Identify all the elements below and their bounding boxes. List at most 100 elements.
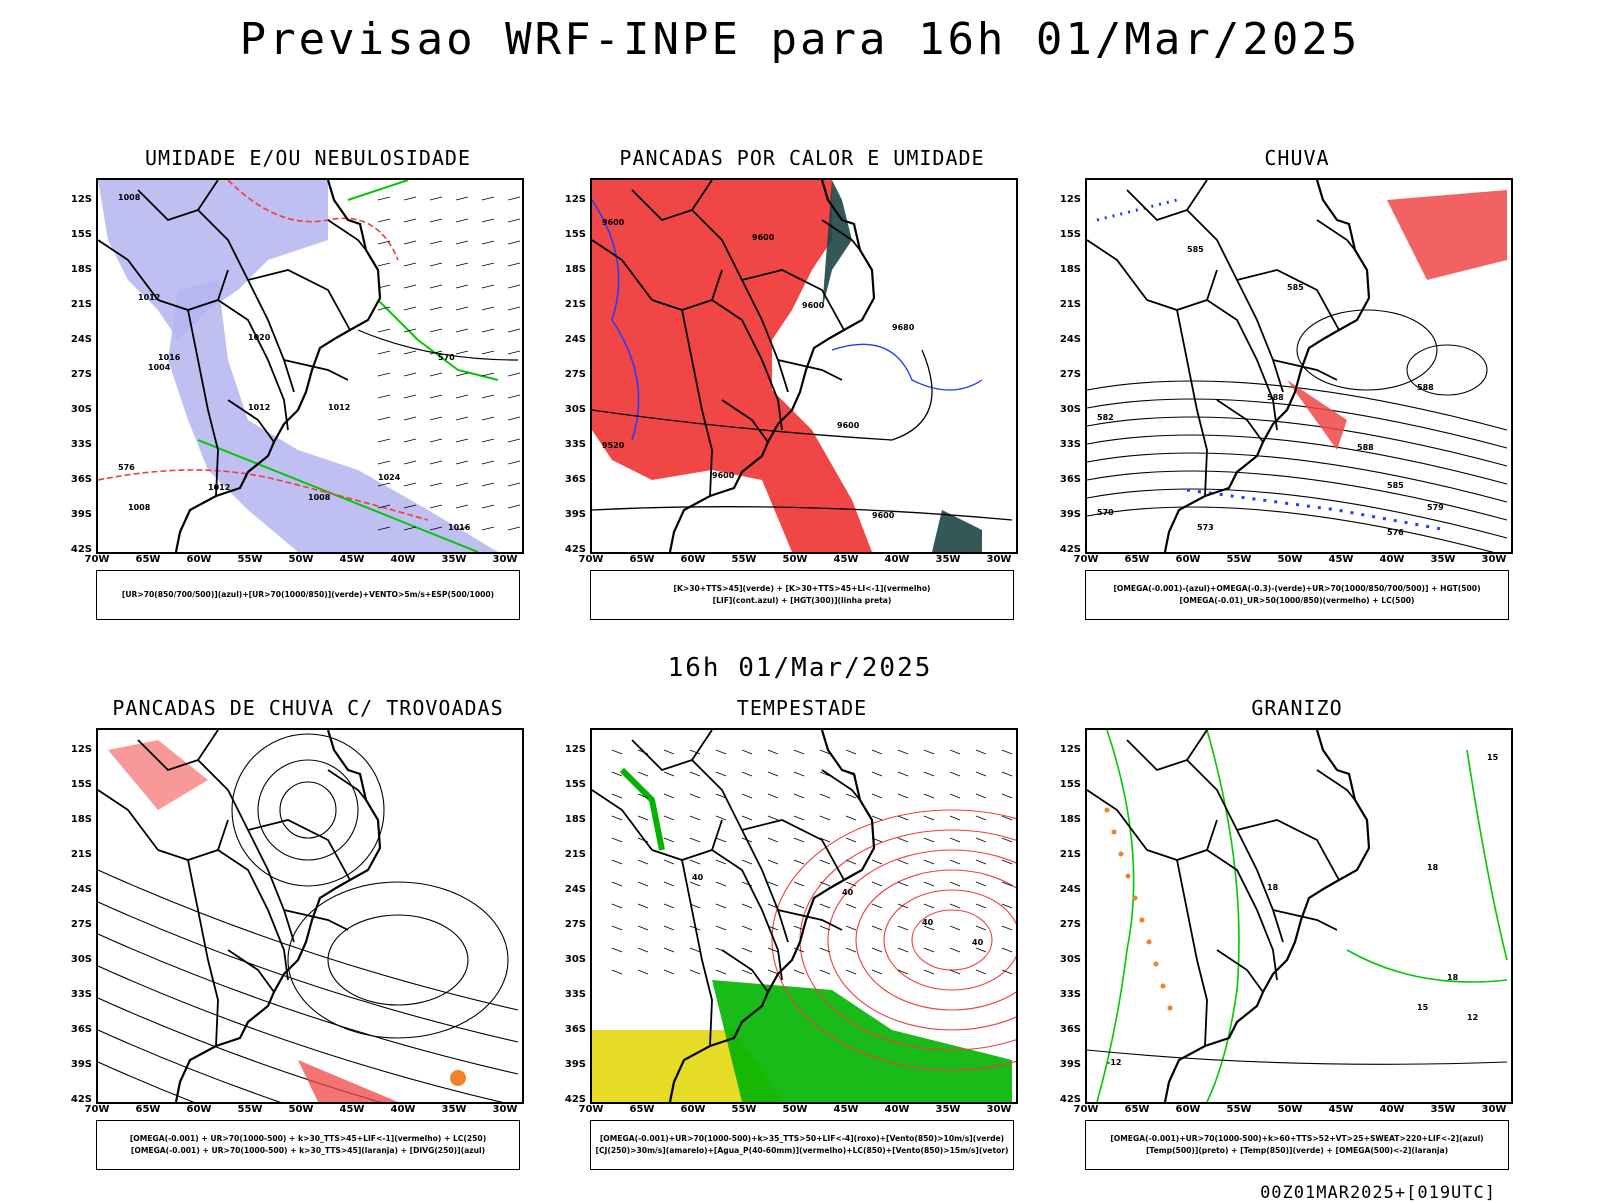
longitude-tick-label: 50W (1277, 1104, 1303, 1115)
latitude-tick-label: 18S (1059, 264, 1081, 275)
legend-line: [OMEGA(-0.001)+UR>70(1000-500)+k>35_TTS>… (599, 1134, 1005, 1143)
latitude-tick-label: 15S (1059, 229, 1081, 240)
latitude-tick-label: 30S (1059, 404, 1081, 415)
longitude-tick-label: 40W (390, 1104, 416, 1115)
latitude-tick-label: 24S (70, 884, 92, 895)
latitude-tick-label: 30S (70, 404, 92, 415)
longitude-tick-label: 45W (339, 554, 365, 565)
latitude-tick-label: 18S (70, 814, 92, 825)
panel-5-contour-label: 40 (972, 938, 984, 947)
latitude-tick-label: 36S (1059, 474, 1081, 485)
latitude-tick-label: 36S (564, 1024, 586, 1035)
latitude-tick-label: 42S (564, 544, 586, 555)
panel-4-title: PANCADAS DE CHUVA C/ TROVOADAS (112, 696, 504, 720)
panel-3-contour-label: 585 (1187, 245, 1204, 254)
panel-3-map-canvas: 585 585 588 588 588 585 579 576 573 570 582 (1087, 180, 1508, 552)
longitude-tick-label: 55W (237, 1104, 263, 1115)
longitude-tick-label: 30W (492, 554, 518, 565)
longitude-tick-label: 50W (782, 1104, 808, 1115)
panel-2-contour-label: 9600 (872, 511, 895, 520)
latitude-tick-label: 18S (70, 264, 92, 275)
panel-5-contour-label: 40 (692, 873, 704, 882)
panel-1-contour-label: 1008 (308, 493, 331, 502)
legend-line: [UR>70(850/700/500)](azul)+[UR>70(1000/8… (121, 590, 495, 599)
panel-2-map-canvas: 9600 9600 9600 9680 9600 9520 9600 9600 (592, 180, 1013, 552)
panel-3-map: 585 585 588 588 588 585 579 576 573 570 582 (1085, 178, 1513, 554)
latitude-tick-label: 39S (564, 1059, 586, 1070)
legend-line: [OMEGA(-0.001)+UR>70(1000-500)+k>60+TTS>… (1110, 1134, 1484, 1143)
panel-5-contour-label: 40 (922, 918, 934, 927)
latitude-tick-label: 12S (1059, 744, 1081, 755)
legend-line: [LIF](cont.azul) + [HGT(300)](linha pret… (712, 596, 892, 605)
latitude-tick-label: 18S (564, 814, 586, 825)
panel-6-title: GRANIZO (1251, 696, 1343, 720)
longitude-tick-label: 55W (1226, 1104, 1252, 1115)
latitude-tick-label: 42S (70, 1094, 92, 1105)
longitude-tick-label: 50W (1277, 554, 1303, 565)
latitude-tick-label: 36S (1059, 1024, 1081, 1035)
legend-line: [Temp(500)](preto) + [Temp(850)](verde) … (1145, 1146, 1449, 1155)
latitude-tick-label: 12S (70, 194, 92, 205)
longitude-tick-label: 45W (833, 554, 859, 565)
latitude-tick-label: 30S (70, 954, 92, 965)
latitude-tick-label: 12S (564, 194, 586, 205)
panel-1-contour-label: 1008 (118, 193, 141, 202)
longitude-tick-label: 50W (782, 554, 808, 565)
latitude-tick-label: 24S (564, 334, 586, 345)
panel-1-map: 1008 1012 1016 1020 1024 1004 1012 1008 1012 1016… (96, 178, 524, 554)
panel-4-legend: [OMEGA(-0.001) + UR>70(1000-500) + k>30_… (96, 1120, 520, 1170)
panel-5-map: 40 40 40 40 (590, 728, 1018, 1104)
longitude-tick-label: 30W (1481, 554, 1507, 565)
legend-line: [OMEGA(-0.001)-(azul)+OMEGA(-0.3)-(verde… (1113, 584, 1481, 593)
longitude-tick-label: 70W (578, 1104, 604, 1115)
longitude-tick-label: 50W (288, 554, 314, 565)
legend-line: [OMEGA(-0.01)_UR>50(1000/850)(vermelho) … (1179, 596, 1415, 605)
panel-2-contour-label: 9600 (837, 421, 860, 430)
panel-5-contour-label: 40 (842, 888, 854, 897)
longitude-tick-label: 45W (1328, 554, 1354, 565)
forecast-time-subtitle: 16h 01/Mar/2025 (667, 653, 933, 683)
panel-3-contour-label: 585 (1287, 283, 1304, 292)
panel-1-contour-label: 1016 (158, 353, 181, 362)
panel-5-title: TEMPESTADE (736, 696, 868, 720)
longitude-tick-label: 70W (578, 554, 604, 565)
panel-2-contour-label: 9600 (602, 218, 625, 227)
latitude-tick-label: 36S (70, 1024, 92, 1035)
latitude-tick-label: 27S (70, 919, 92, 930)
latitude-tick-label: 21S (70, 849, 92, 860)
longitude-tick-label: 40W (390, 554, 416, 565)
longitude-tick-label: 60W (186, 554, 212, 565)
latitude-tick-label: 33S (564, 989, 586, 1000)
latitude-tick-label: 30S (564, 954, 586, 965)
longitude-tick-label: 65W (135, 554, 161, 565)
longitude-tick-label: 30W (492, 1104, 518, 1115)
longitude-tick-label: 55W (731, 554, 757, 565)
main-title: Previsao WRF-INPE para 16h 01/Mar/2025 (239, 14, 1361, 65)
latitude-tick-label: 24S (564, 884, 586, 895)
panel-3-contour-label: 588 (1417, 383, 1434, 392)
panel-6-map: -12 15 18 18 18 15 12 (1085, 728, 1513, 1104)
longitude-tick-label: 30W (986, 1104, 1012, 1115)
panel-1-contour-label: 1024 (378, 473, 401, 482)
latitude-tick-label: 36S (70, 474, 92, 485)
latitude-tick-label: 24S (1059, 334, 1081, 345)
longitude-tick-label: 65W (1124, 554, 1150, 565)
panel-1-contour-label: 1012 (328, 403, 350, 412)
longitude-tick-label: 35W (935, 1104, 961, 1115)
latitude-tick-label: 33S (1059, 439, 1081, 450)
latitude-tick-label: 18S (564, 264, 586, 275)
longitude-tick-label: 40W (1379, 1104, 1405, 1115)
panel-3-contour-label: 582 (1097, 413, 1114, 422)
latitude-tick-label: 39S (564, 509, 586, 520)
longitude-tick-label: 60W (680, 1104, 706, 1115)
panel-3-contour-label: 588 (1357, 443, 1374, 452)
panel-2-contour-label: 9600 (752, 233, 775, 242)
longitude-tick-label: 50W (288, 1104, 314, 1115)
latitude-tick-label: 33S (1059, 989, 1081, 1000)
longitude-tick-label: 65W (629, 1104, 655, 1115)
longitude-tick-label: 45W (339, 1104, 365, 1115)
latitude-tick-label: 30S (1059, 954, 1081, 965)
longitude-tick-label: 30W (1481, 1104, 1507, 1115)
longitude-tick-label: 35W (935, 554, 961, 565)
panel-1-contour-label: 1012 (208, 483, 230, 492)
